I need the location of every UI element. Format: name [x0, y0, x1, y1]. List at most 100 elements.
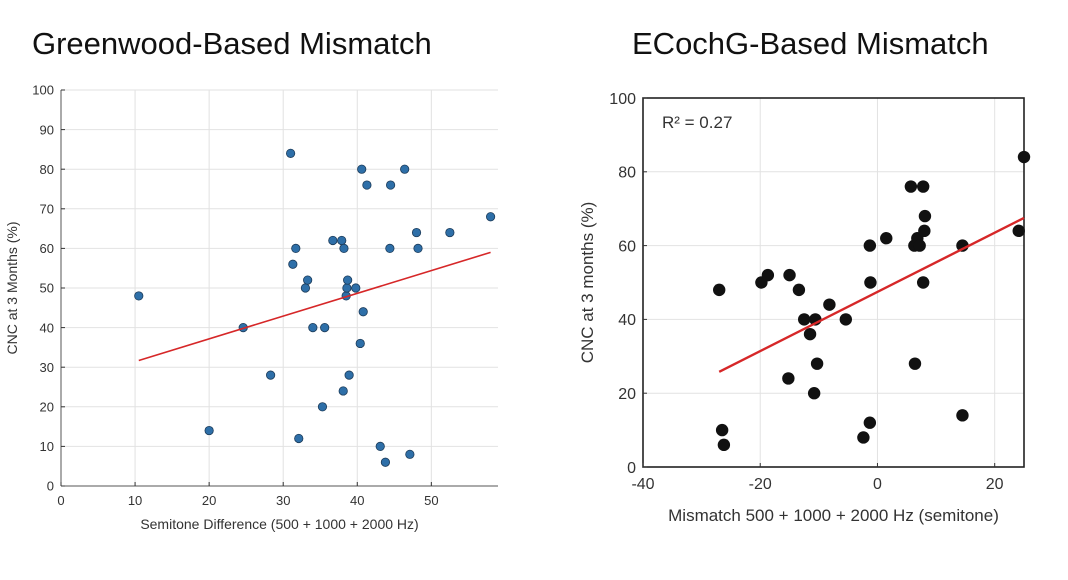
data-point [351, 283, 361, 293]
data-point [320, 322, 330, 333]
data-point [908, 357, 922, 370]
grid-lines-greenwood [61, 89, 498, 486]
data-point [343, 275, 353, 285]
data-point [344, 370, 354, 380]
y-tick-label: 80 [40, 162, 54, 177]
data-point [291, 243, 301, 253]
data-point [880, 232, 893, 245]
data-point [445, 227, 455, 238]
scatter-plot-greenwood: 0 10 20 30 40 50 0 10 20 30 40 50 60 70 80 90 100 Semiton… [4, 83, 498, 532]
data-point [956, 409, 969, 422]
y-axis-label-ecochg: CNC at 3 months (%) [578, 202, 597, 364]
data-point [339, 243, 349, 253]
data-point [713, 283, 726, 297]
data-points-greenwood [134, 148, 496, 467]
data-point [485, 212, 496, 222]
data-point [413, 243, 423, 253]
data-point [288, 259, 298, 269]
data-point [380, 457, 391, 467]
y-tick-label: 40 [618, 312, 636, 329]
scatter-plot-ecochg: -40 -20 0 20 0 20 40 60 80 100 Mismatch 500 + 1000… [578, 91, 1031, 525]
x-tick-label: 50 [424, 493, 438, 508]
x-tick-label: -40 [631, 476, 654, 493]
data-point [1012, 224, 1025, 238]
data-point [357, 164, 367, 174]
data-point [918, 224, 931, 238]
data-point [134, 291, 144, 301]
y-tick-label: 70 [40, 201, 54, 216]
data-point [405, 449, 415, 459]
y-tick-label: 60 [40, 241, 54, 256]
r-squared-annotation: R² = 0.27 [662, 113, 732, 132]
y-tick-label: 0 [627, 460, 636, 477]
data-point [400, 164, 410, 174]
x-tick-label: 20 [202, 493, 216, 508]
axes-ecochg: -40 -20 0 20 0 20 40 60 80 100 [609, 91, 1025, 493]
data-point [355, 338, 365, 349]
y-tick-label: 90 [40, 122, 54, 137]
x-axis-label-greenwood: Semitone Difference (500 + 1000 + 2000 H… [140, 516, 418, 532]
data-point [362, 180, 372, 190]
data-point [358, 307, 368, 317]
x-tick-label: 0 [873, 476, 882, 493]
data-point [1017, 150, 1031, 164]
data-point [839, 313, 853, 326]
y-tick-label: 20 [618, 386, 636, 403]
y-tick-label: 60 [618, 238, 636, 255]
data-point [823, 298, 836, 311]
y-tick-label: 0 [47, 479, 54, 494]
data-point [286, 148, 296, 158]
regression-line-ecochg [718, 216, 1025, 373]
data-point [863, 416, 877, 429]
x-axis-label-ecochg: Mismatch 500 + 1000 + 2000 Hz (semitone) [668, 506, 999, 525]
axes-greenwood: 0 10 20 30 40 50 0 10 20 30 40 50 60 70 80 90 100 [32, 83, 498, 508]
data-point [308, 322, 318, 333]
y-tick-label: 10 [40, 439, 54, 454]
data-point [266, 370, 276, 380]
y-tick-label: 80 [618, 165, 636, 182]
data-point [328, 235, 338, 246]
data-point [717, 438, 731, 452]
data-point [857, 431, 870, 444]
data-point [864, 276, 877, 289]
data-point [807, 387, 821, 400]
y-axis-label-greenwood: CNC at 3 Months (%) [4, 221, 20, 354]
data-point [913, 239, 926, 252]
data-point [386, 180, 396, 190]
data-point [782, 372, 795, 385]
x-tick-label: 0 [57, 493, 64, 508]
axes-box-ecochg [642, 97, 1025, 468]
data-point [792, 283, 806, 297]
data-point [715, 423, 729, 437]
chart-title-greenwood: Greenwood-Based Mismatch [32, 26, 432, 61]
data-point [810, 357, 824, 370]
data-point [916, 180, 930, 193]
data-points-ecochg [713, 150, 1031, 452]
data-point [761, 268, 775, 282]
x-tick-label: -20 [749, 476, 772, 493]
x-tick-label: 40 [350, 493, 364, 508]
data-point [342, 283, 352, 293]
data-point [918, 209, 932, 223]
data-point [863, 239, 877, 252]
data-point [204, 425, 214, 436]
x-tick-label: 20 [986, 476, 1004, 493]
x-tick-label: 10 [128, 493, 142, 508]
y-tick-label: 30 [40, 360, 54, 375]
y-tick-label: 100 [32, 83, 54, 98]
y-tick-label: 50 [40, 281, 54, 296]
data-point [411, 227, 422, 238]
data-point [916, 276, 930, 289]
data-point [803, 327, 817, 341]
data-point [317, 402, 328, 412]
data-point [338, 386, 348, 396]
data-point [337, 235, 347, 246]
data-point [375, 441, 385, 451]
data-point [294, 433, 304, 444]
data-point [300, 283, 311, 293]
data-point [797, 313, 811, 326]
y-tick-label: 100 [609, 91, 636, 108]
data-point [385, 243, 395, 253]
y-tick-label: 40 [40, 320, 54, 335]
